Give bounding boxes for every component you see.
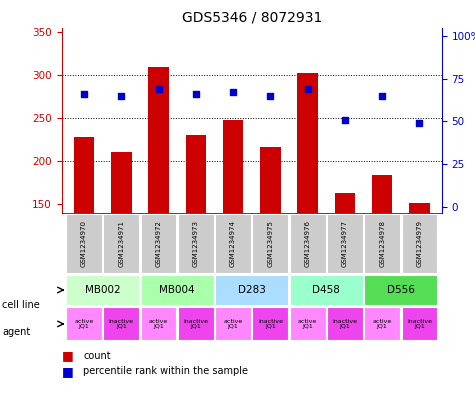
Bar <box>141 307 177 340</box>
Text: active
JQ1: active JQ1 <box>149 319 168 329</box>
Bar <box>74 137 95 213</box>
Text: ■: ■ <box>62 365 74 378</box>
Point <box>266 93 274 99</box>
Bar <box>364 307 400 340</box>
Text: inactive
JQ1: inactive JQ1 <box>407 319 432 329</box>
Text: D458: D458 <box>313 285 340 295</box>
Text: agent: agent <box>2 327 30 337</box>
Text: D283: D283 <box>238 285 266 295</box>
Bar <box>111 152 132 213</box>
Point <box>80 91 88 97</box>
Bar <box>327 307 363 340</box>
Point <box>192 91 200 97</box>
Text: inactive
JQ1: inactive JQ1 <box>332 319 357 329</box>
Bar <box>409 203 430 213</box>
Bar <box>141 214 177 273</box>
Bar <box>260 147 281 213</box>
Text: percentile rank within the sample: percentile rank within the sample <box>83 366 248 376</box>
Bar <box>178 214 214 273</box>
Bar <box>215 275 288 305</box>
Point <box>379 93 386 99</box>
Text: GSM1234973: GSM1234973 <box>193 220 199 267</box>
Bar <box>178 307 214 340</box>
Bar <box>215 307 251 340</box>
Text: GSM1234979: GSM1234979 <box>417 220 422 267</box>
Text: inactive
JQ1: inactive JQ1 <box>183 319 209 329</box>
Bar <box>66 307 102 340</box>
Text: active
JQ1: active JQ1 <box>298 319 317 329</box>
Text: GSM1234974: GSM1234974 <box>230 220 236 267</box>
Text: inactive
JQ1: inactive JQ1 <box>109 319 134 329</box>
Text: GSM1234977: GSM1234977 <box>342 220 348 267</box>
Bar <box>401 214 437 273</box>
Bar <box>66 214 102 273</box>
Bar <box>66 275 139 305</box>
Title: GDS5346 / 8072931: GDS5346 / 8072931 <box>181 11 322 25</box>
Bar <box>253 307 288 340</box>
Text: count: count <box>83 351 111 361</box>
Bar <box>297 73 318 213</box>
Bar <box>253 214 288 273</box>
Text: D556: D556 <box>387 285 415 295</box>
Bar <box>401 307 437 340</box>
Bar <box>364 214 400 273</box>
Text: ■: ■ <box>62 349 74 362</box>
Point <box>117 93 125 99</box>
Bar <box>223 120 243 213</box>
Text: GSM1234976: GSM1234976 <box>304 220 311 267</box>
Bar <box>290 214 325 273</box>
Text: GSM1234970: GSM1234970 <box>81 220 87 267</box>
Text: active
JQ1: active JQ1 <box>224 319 243 329</box>
Text: GSM1234978: GSM1234978 <box>379 220 385 267</box>
Text: MB004: MB004 <box>160 285 195 295</box>
Bar <box>372 175 392 213</box>
Bar <box>186 134 206 213</box>
Bar <box>327 214 363 273</box>
Point <box>304 86 312 92</box>
Bar <box>290 307 325 340</box>
Text: active
JQ1: active JQ1 <box>75 319 94 329</box>
Text: MB002: MB002 <box>85 285 121 295</box>
Bar <box>141 275 214 305</box>
Point <box>155 86 162 92</box>
Bar <box>290 275 363 305</box>
Text: GSM1234971: GSM1234971 <box>118 220 124 267</box>
Point <box>341 117 349 123</box>
Bar <box>335 193 355 213</box>
Text: active
JQ1: active JQ1 <box>372 319 392 329</box>
Text: cell line: cell line <box>2 299 40 310</box>
Bar <box>364 275 437 305</box>
Bar <box>104 307 139 340</box>
Point <box>416 120 423 126</box>
Bar <box>215 214 251 273</box>
Text: GSM1234975: GSM1234975 <box>267 220 274 267</box>
Point <box>229 89 237 95</box>
Bar <box>104 214 139 273</box>
Text: inactive
JQ1: inactive JQ1 <box>258 319 283 329</box>
Bar <box>148 67 169 213</box>
Text: GSM1234972: GSM1234972 <box>156 220 162 267</box>
